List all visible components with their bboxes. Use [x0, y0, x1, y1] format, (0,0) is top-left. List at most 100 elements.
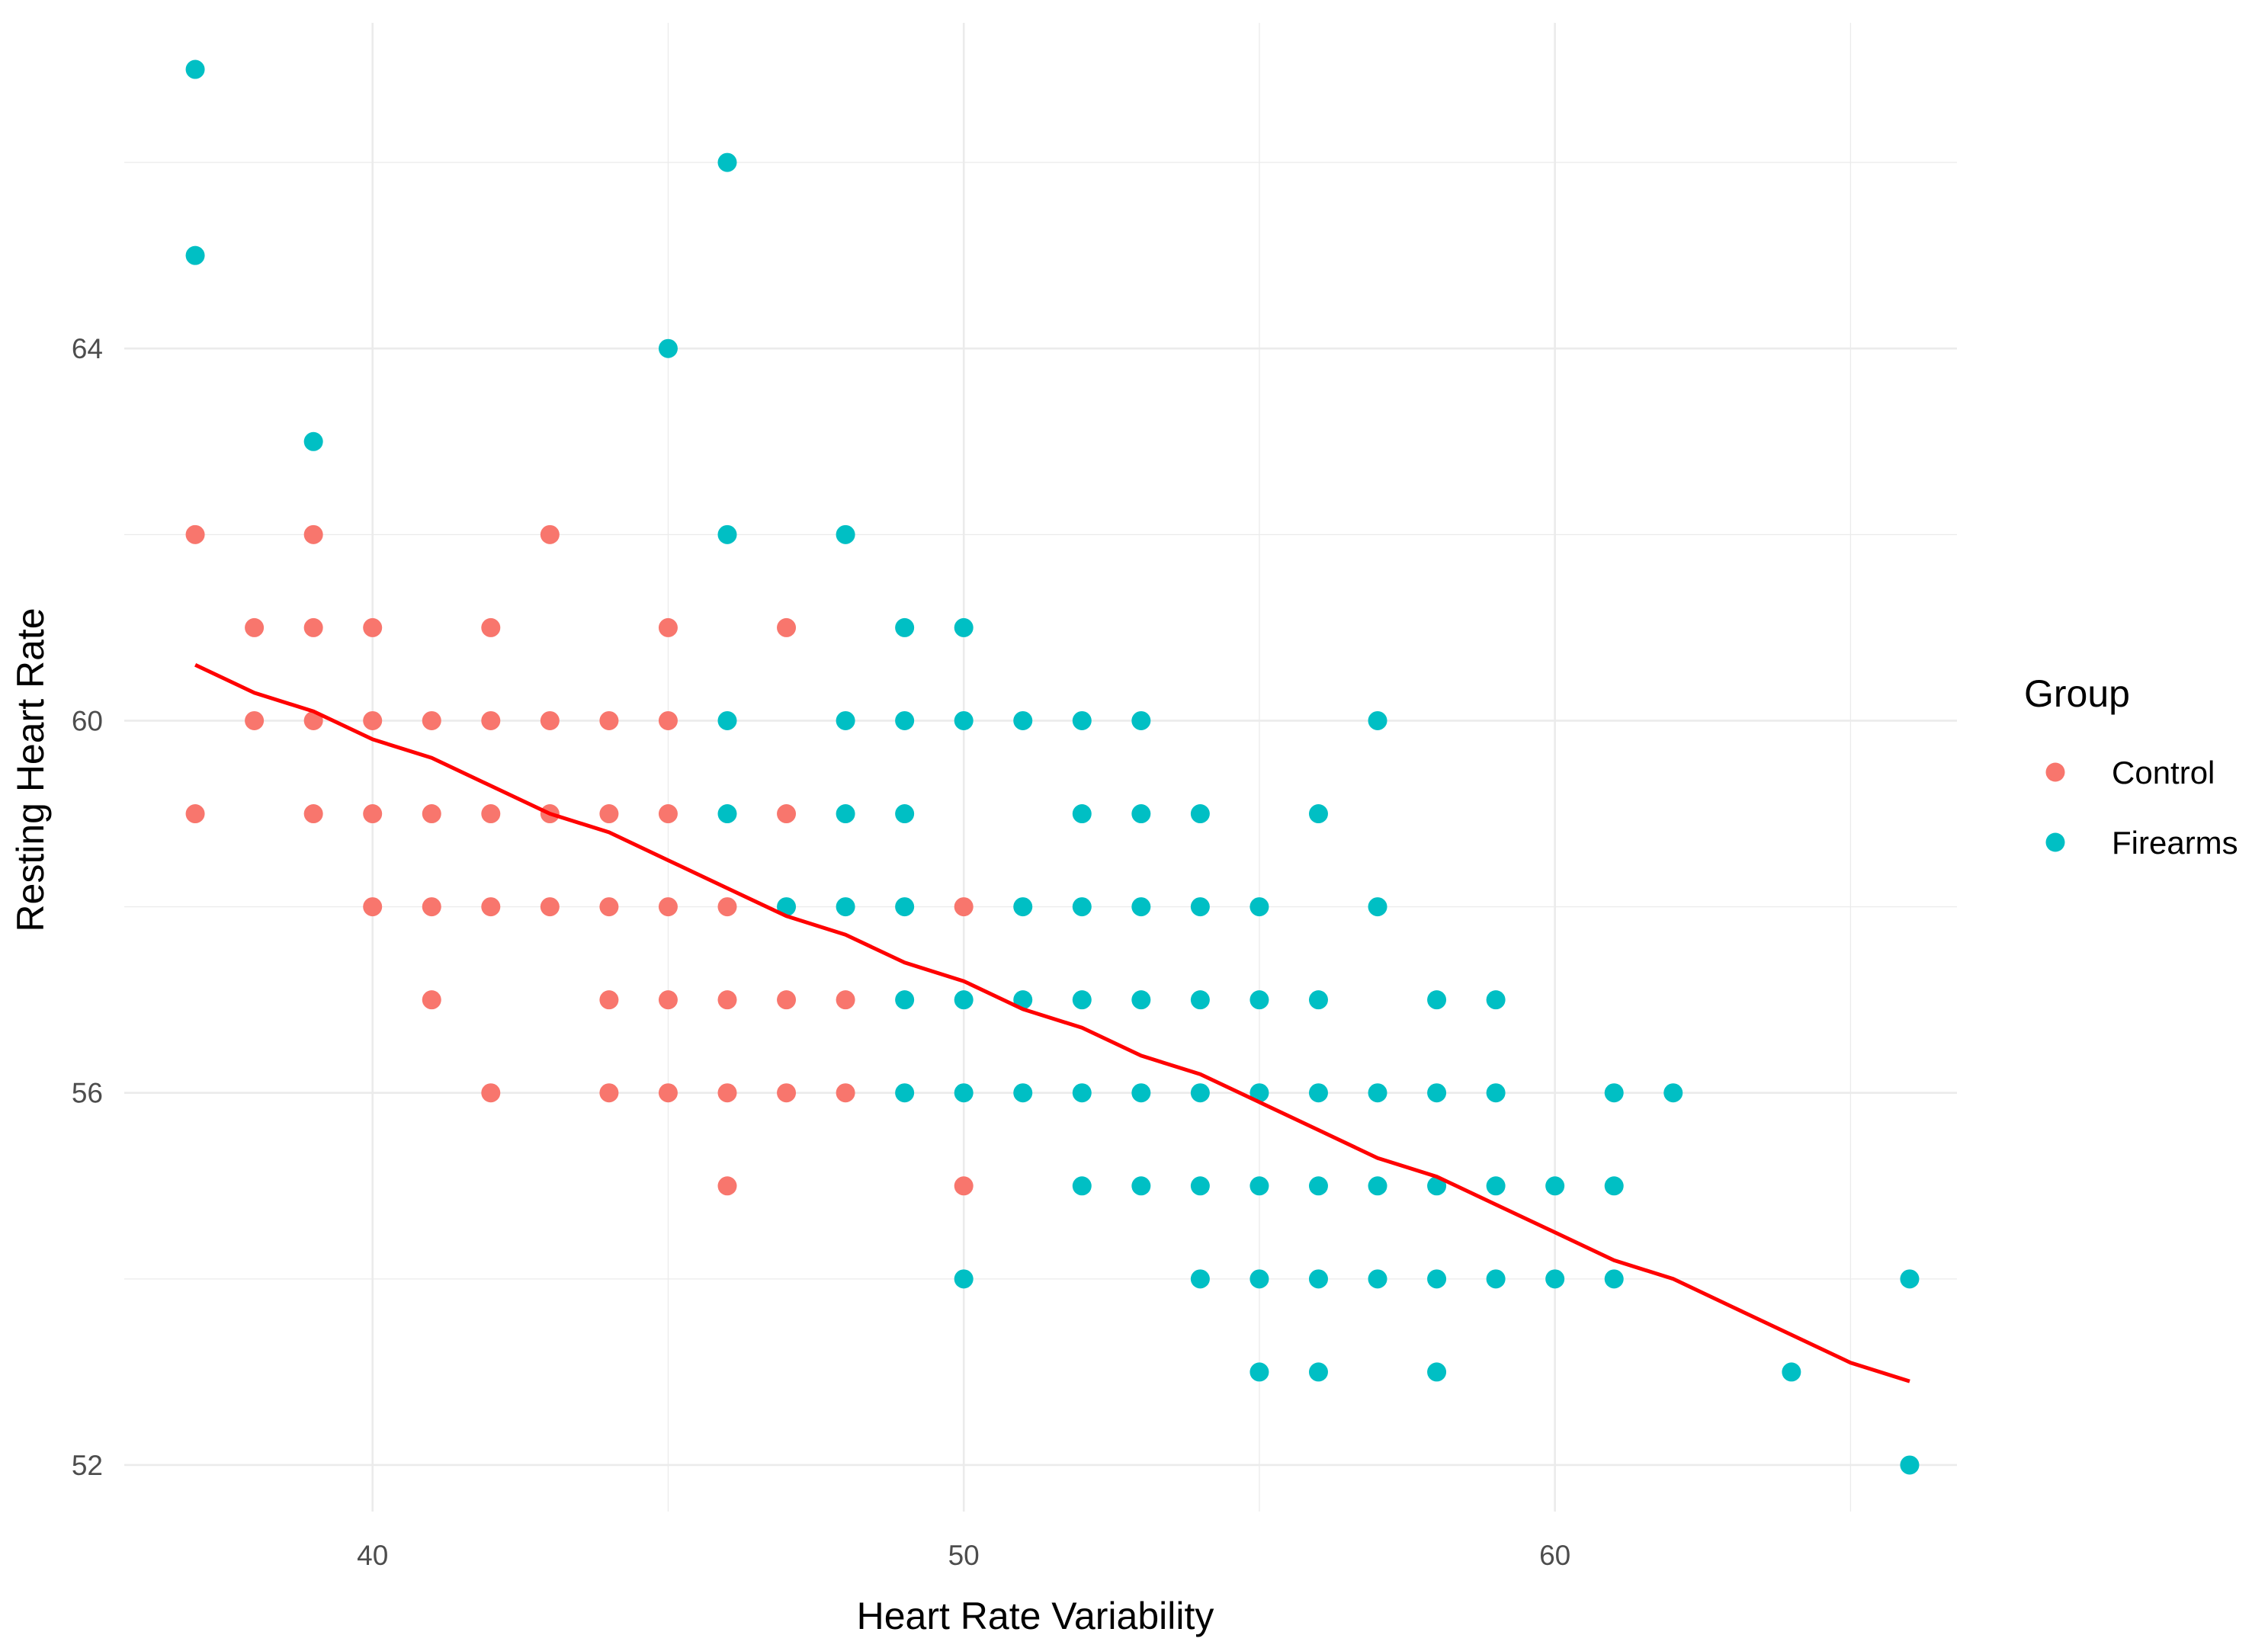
point-firearms	[185, 245, 205, 265]
point-firearms	[1072, 897, 1092, 917]
point-control	[717, 1083, 737, 1103]
y-axis-title: Resting Heart Rate	[9, 608, 52, 931]
point-firearms	[303, 431, 323, 451]
point-control	[245, 710, 265, 730]
point-firearms	[1368, 1083, 1387, 1103]
point-control	[954, 1176, 974, 1196]
legend: Group Control Firearms	[2024, 672, 2238, 861]
y-tick-label: 56	[72, 1078, 103, 1109]
point-control	[540, 524, 560, 544]
point-control	[422, 710, 441, 730]
point-firearms	[1545, 1176, 1565, 1196]
point-firearms	[717, 804, 737, 824]
point-control	[658, 990, 678, 1010]
point-control	[481, 804, 501, 824]
point-control	[717, 897, 737, 917]
point-control	[658, 710, 678, 730]
point-firearms	[717, 524, 737, 544]
point-firearms	[1249, 1176, 1269, 1196]
point-control	[363, 710, 383, 730]
point-firearms	[836, 804, 855, 824]
point-control	[303, 804, 323, 824]
y-tick-label: 52	[72, 1450, 103, 1481]
point-firearms	[717, 152, 737, 172]
point-firearms	[1663, 1083, 1683, 1103]
point-control	[481, 617, 501, 637]
point-firearms	[836, 897, 855, 917]
point-control	[599, 990, 619, 1010]
point-control	[836, 1083, 855, 1103]
point-firearms	[1368, 1176, 1387, 1196]
point-control	[658, 1083, 678, 1103]
trend-line	[194, 662, 1910, 1383]
point-control	[481, 897, 501, 917]
point-control	[422, 804, 441, 824]
point-firearms	[1604, 1083, 1624, 1103]
point-firearms	[1308, 990, 1328, 1010]
point-firearms	[1308, 1083, 1328, 1103]
point-control	[954, 897, 974, 917]
point-firearms	[1131, 897, 1151, 917]
point-firearms	[1190, 1269, 1210, 1289]
point-firearms	[1249, 1362, 1269, 1382]
point-firearms	[836, 710, 855, 730]
point-firearms	[1308, 1176, 1328, 1196]
point-firearms	[1368, 1269, 1387, 1289]
point-firearms	[1190, 1083, 1210, 1103]
point-firearms	[895, 990, 915, 1010]
point-firearms	[895, 804, 915, 824]
point-control	[540, 710, 560, 730]
point-firearms	[1013, 1083, 1033, 1103]
y-tick-label: 60	[72, 705, 103, 736]
point-firearms	[954, 1083, 974, 1103]
point-firearms	[1190, 804, 1210, 824]
point-firearms	[1190, 1176, 1210, 1196]
point-firearms	[954, 710, 974, 730]
point-control	[658, 897, 678, 917]
point-firearms	[1427, 1362, 1447, 1382]
point-firearms	[1368, 897, 1387, 917]
point-control	[422, 990, 441, 1010]
point-firearms	[1072, 990, 1092, 1010]
point-control	[363, 804, 383, 824]
point-control	[836, 990, 855, 1010]
point-firearms	[1427, 1176, 1447, 1196]
data-points	[185, 59, 1920, 1475]
y-tick-label: 64	[72, 333, 103, 364]
point-control	[303, 524, 323, 544]
point-control	[245, 617, 265, 637]
trend-line-group	[194, 662, 1910, 1383]
y-axis-ticks: 52 56 60 64	[72, 333, 103, 1481]
point-firearms	[1486, 990, 1506, 1010]
point-firearms	[1604, 1269, 1624, 1289]
point-firearms	[185, 59, 205, 79]
x-axis-ticks: 40 50 60	[357, 1540, 1570, 1571]
point-firearms	[1308, 1362, 1328, 1382]
point-firearms	[1308, 804, 1328, 824]
point-firearms	[1131, 710, 1151, 730]
legend-title: Group	[2024, 672, 2130, 715]
point-firearms	[1072, 710, 1092, 730]
point-control	[599, 1083, 619, 1103]
point-firearms	[1249, 990, 1269, 1010]
point-firearms	[1427, 1269, 1447, 1289]
point-firearms	[954, 1269, 974, 1289]
x-tick-label: 50	[948, 1540, 980, 1571]
point-control	[717, 990, 737, 1010]
point-control	[599, 897, 619, 917]
point-firearms	[954, 617, 974, 637]
point-firearms	[717, 710, 737, 730]
point-control	[363, 617, 383, 637]
point-firearms	[895, 617, 915, 637]
point-firearms	[1249, 897, 1269, 917]
point-firearms	[1249, 1083, 1269, 1103]
point-firearms	[1486, 1269, 1506, 1289]
point-control	[481, 1083, 501, 1103]
point-control	[599, 804, 619, 824]
point-firearms	[658, 338, 678, 358]
point-firearms	[1072, 1176, 1092, 1196]
legend-key-firearms	[2045, 832, 2065, 852]
point-firearms	[1545, 1269, 1565, 1289]
point-firearms	[1013, 990, 1033, 1010]
